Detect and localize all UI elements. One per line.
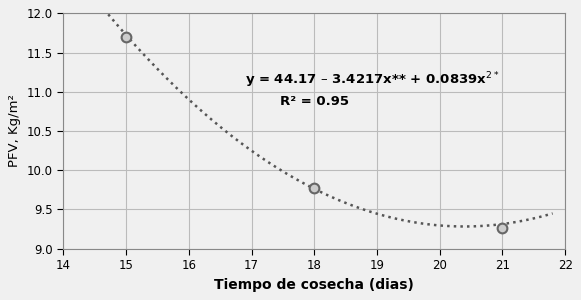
Text: R² = 0.95: R² = 0.95 [280, 95, 349, 109]
X-axis label: Tiempo de cosecha (dias): Tiempo de cosecha (dias) [214, 278, 414, 292]
Y-axis label: PFV, Kg/m²: PFV, Kg/m² [8, 94, 21, 167]
Text: y = 44.17 – 3.4217x** + 0.0839x$^{2*}$: y = 44.17 – 3.4217x** + 0.0839x$^{2*}$ [245, 70, 500, 90]
